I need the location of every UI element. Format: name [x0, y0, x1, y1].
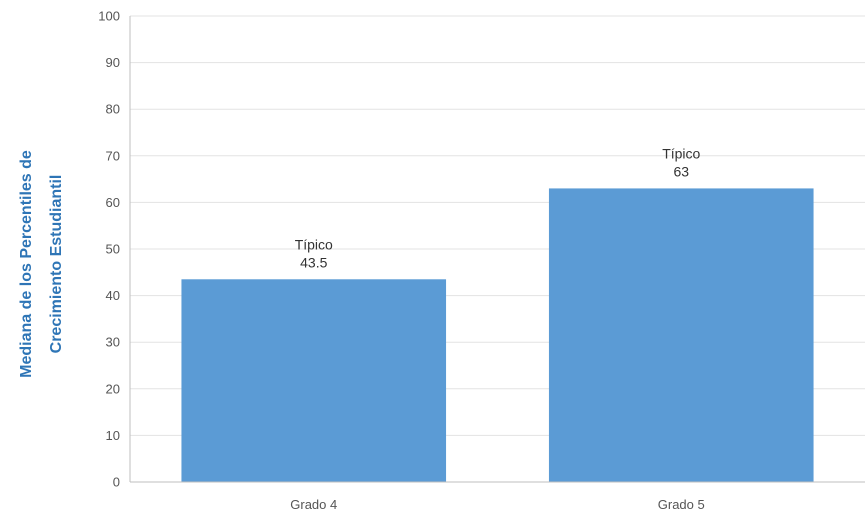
- y-tick-label: 90: [106, 55, 120, 70]
- y-tick-label: 100: [98, 9, 120, 24]
- y-tick-label: 70: [106, 148, 120, 163]
- data-label-value: 43.5: [300, 254, 327, 270]
- y-tick-label: 40: [106, 288, 120, 303]
- y-tick-label: 10: [106, 428, 120, 443]
- x-category-label: Grado 5: [658, 497, 705, 512]
- x-category-label: Grado 4: [290, 497, 337, 512]
- data-label-category: Típico: [295, 236, 333, 252]
- axes: [129, 16, 865, 483]
- y-tick-label: 30: [106, 335, 120, 350]
- y-axis-title-line-2: Crecimiento Estudiantil: [48, 175, 65, 354]
- data-label-category: Típico: [662, 145, 700, 161]
- bar: [181, 279, 447, 482]
- y-axis-title-line-1: Mediana de los Percentiles de: [18, 150, 35, 378]
- y-tick-label: 20: [106, 381, 120, 396]
- bars: [181, 188, 814, 483]
- labels: 0 10 20 30 40 50 60 70 80 90 100 Grado 4 Típico 43.5 G…: [98, 9, 704, 513]
- y-tick-label: 0: [113, 475, 120, 490]
- y-tick-label: 80: [106, 102, 120, 117]
- bar: [548, 188, 814, 483]
- y-tick-label: 50: [106, 242, 120, 257]
- y-tick-label: 60: [106, 195, 120, 210]
- y-axis-title: Mediana de los Percentiles de Crecimient…: [18, 150, 65, 378]
- data-label-value: 63: [673, 163, 689, 179]
